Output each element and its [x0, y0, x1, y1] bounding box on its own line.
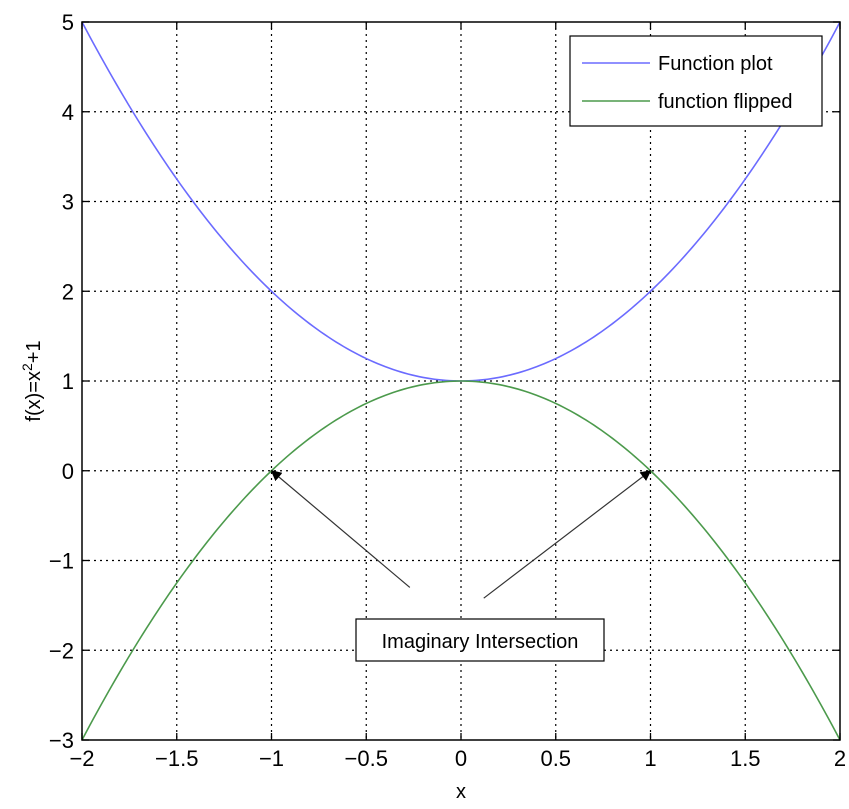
x-tick-label: −1.5: [155, 746, 198, 771]
annotation-arrow-right: [483, 470, 652, 599]
x-tick-label: 1.5: [730, 746, 761, 771]
annotation-arrow-left: [270, 470, 411, 588]
y-tick-label: 4: [62, 100, 74, 125]
legend: Function plot function flipped: [569, 35, 823, 127]
annotation-text: Imaginary Intersection: [382, 631, 579, 653]
y-tick-label: −3: [49, 728, 74, 753]
grid: [82, 22, 840, 740]
x-tick-label: 1: [644, 746, 656, 771]
y-tick-label: −1: [49, 549, 74, 574]
annotation: Imaginary Intersection: [270, 470, 652, 662]
annotation-box: [355, 618, 605, 662]
y-axis-label-rest: +1: [23, 340, 45, 363]
y-tick-label: 2: [62, 279, 74, 304]
y-axis-label-base: f(x)=x: [23, 371, 45, 422]
y-axis-label: f(x)=x2+1: [19, 340, 45, 421]
x-tick-label: −0.5: [345, 746, 388, 771]
x-tick-label: −2: [69, 746, 94, 771]
x-tick-label: 0.5: [540, 746, 571, 771]
legend-label-function-plot: Function plot: [658, 53, 773, 75]
y-tick-label: −2: [49, 638, 74, 663]
y-tick-label: 0: [62, 459, 74, 484]
x-axis-label: x: [456, 781, 466, 803]
y-tick-label: 1: [62, 369, 74, 394]
series-lines: [81, 21, 841, 741]
legend-box: [569, 35, 823, 127]
x-tick-label: 2: [834, 746, 846, 771]
x-tick-label: 0: [455, 746, 467, 771]
legend-label-function-flipped: function flipped: [658, 91, 793, 113]
series-line-function-flipped: [81, 380, 841, 741]
y-tick-label: 5: [62, 10, 74, 35]
x-tick-label: −1: [259, 746, 284, 771]
y-axis-label-superscript: 2: [19, 363, 35, 371]
y-tick-label: 3: [62, 190, 74, 215]
